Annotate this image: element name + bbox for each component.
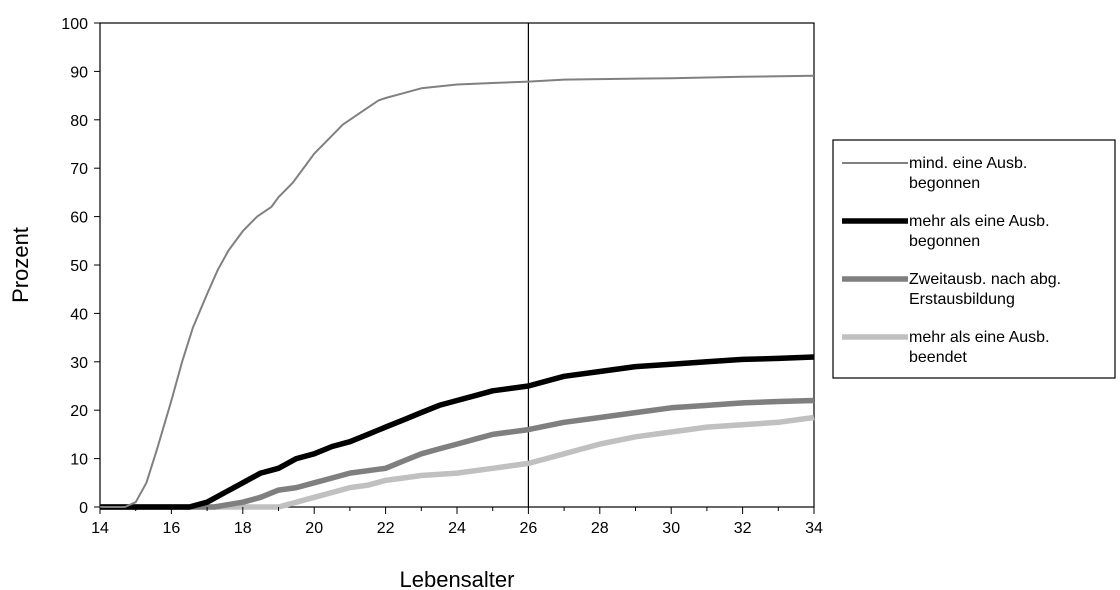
y-tick-label: 0: [79, 500, 88, 517]
y-tick-label: 10: [70, 452, 88, 469]
x-axis-title: Lebensalter: [400, 567, 515, 590]
y-tick-label: 70: [70, 161, 88, 178]
x-tick-label: 30: [662, 520, 680, 537]
y-tick-label: 90: [70, 64, 88, 81]
x-tick-label: 28: [591, 520, 609, 537]
legend-label-4: mehr als eine Ausb. beendet: [909, 329, 1050, 366]
series-layer: [100, 74, 815, 510]
x-tick-label: 20: [305, 520, 323, 537]
series-line-3: [100, 397, 815, 510]
axis-ticks: 14 16 18 20 22 24 26 28 30 32 34 0 10 20 30 40 50 60 70 80 9…: [61, 16, 823, 537]
x-tick-label: 18: [234, 520, 252, 537]
x-tick-label: 24: [448, 520, 466, 537]
x-tick-label: 16: [163, 520, 181, 537]
legend-label-3: Zweitausb. nach abg. Erstausbildung: [909, 271, 1061, 308]
x-tick-label: 34: [805, 520, 823, 537]
x-tick-label: 32: [734, 520, 752, 537]
y-tick-label: 80: [70, 113, 88, 130]
legend: mind. eine Ausb. begonnen mehr als eine Au…: [832, 139, 1116, 379]
series-line-1: [100, 74, 815, 508]
series-line-4: [100, 414, 815, 510]
y-axis-title: Prozent: [8, 227, 33, 303]
y-tick-label: 40: [70, 306, 88, 323]
series-line-2: [100, 354, 815, 510]
legend-label-1: mind. eine Ausb. begonnen: [909, 155, 1027, 192]
y-tick-label: 30: [70, 355, 88, 372]
y-tick-label: 100: [61, 16, 88, 33]
x-tick-label: 22: [377, 520, 395, 537]
plot-area: [99, 22, 815, 508]
legend-items: mind. eine Ausb. begonnen mehr als eine Au…: [842, 155, 1061, 366]
legend-label-2: mehr als eine Ausb. begonnen: [909, 213, 1050, 250]
y-tick-label: 50: [70, 258, 88, 275]
y-tick-label: 20: [70, 403, 88, 420]
y-tick-label: 60: [70, 210, 88, 227]
x-tick-label: 14: [91, 520, 109, 537]
x-tick-label: 26: [520, 520, 538, 537]
